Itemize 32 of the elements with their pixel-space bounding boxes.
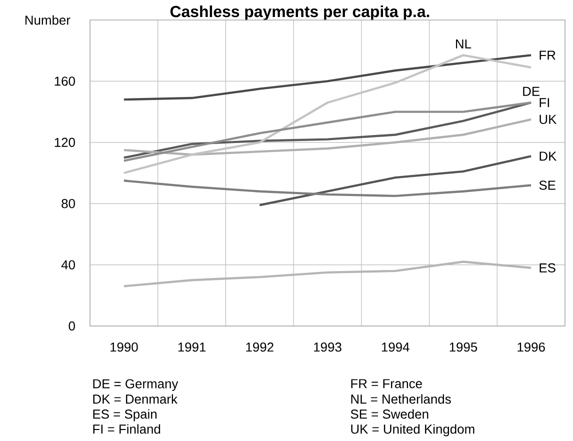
series-label: SE [539, 180, 556, 190]
series-label: FI [540, 98, 550, 108]
x-tick-label: 1990 [110, 342, 138, 352]
series-label: DE [523, 86, 540, 96]
y-tick-label: 80 [62, 199, 75, 208]
text: ES = Spain [93, 409, 157, 422]
line-series [258, 155, 532, 206]
text: SE = Sweden [350, 409, 428, 419]
series-label: NL [456, 39, 472, 48]
y-axis-title: Number [25, 15, 70, 25]
text: DK = Denmark [93, 394, 178, 404]
y-tick-label: 120 [54, 138, 75, 147]
y-tick-label: 40 [61, 260, 75, 270]
x-tick-label: 1995 [450, 342, 478, 352]
chart-title: Cashless payments per capita p.a. [170, 6, 430, 20]
series-label: UK [540, 114, 557, 124]
x-tick-label: 1992 [246, 342, 274, 352]
x-tick-label: 1996 [518, 342, 545, 352]
text: NL = Netherlands [351, 394, 451, 404]
line-series [122, 180, 532, 198]
x-tick-label: 1994 [382, 342, 410, 352]
series-label: FR [540, 50, 556, 60]
y-tick-label: 160 [54, 76, 75, 86]
y-tick-label: 0 [68, 321, 75, 331]
x-tick-label: 1991 [178, 342, 206, 352]
text: FR = France [351, 379, 422, 388]
series-label: ES [540, 263, 556, 272]
series-label: DK [540, 152, 557, 161]
text: UK = United Kingdom [351, 424, 474, 436]
text: DE = Germany [93, 379, 178, 391]
text: FI = Finland [93, 424, 160, 434]
x-tick-label: 1993 [314, 342, 342, 352]
